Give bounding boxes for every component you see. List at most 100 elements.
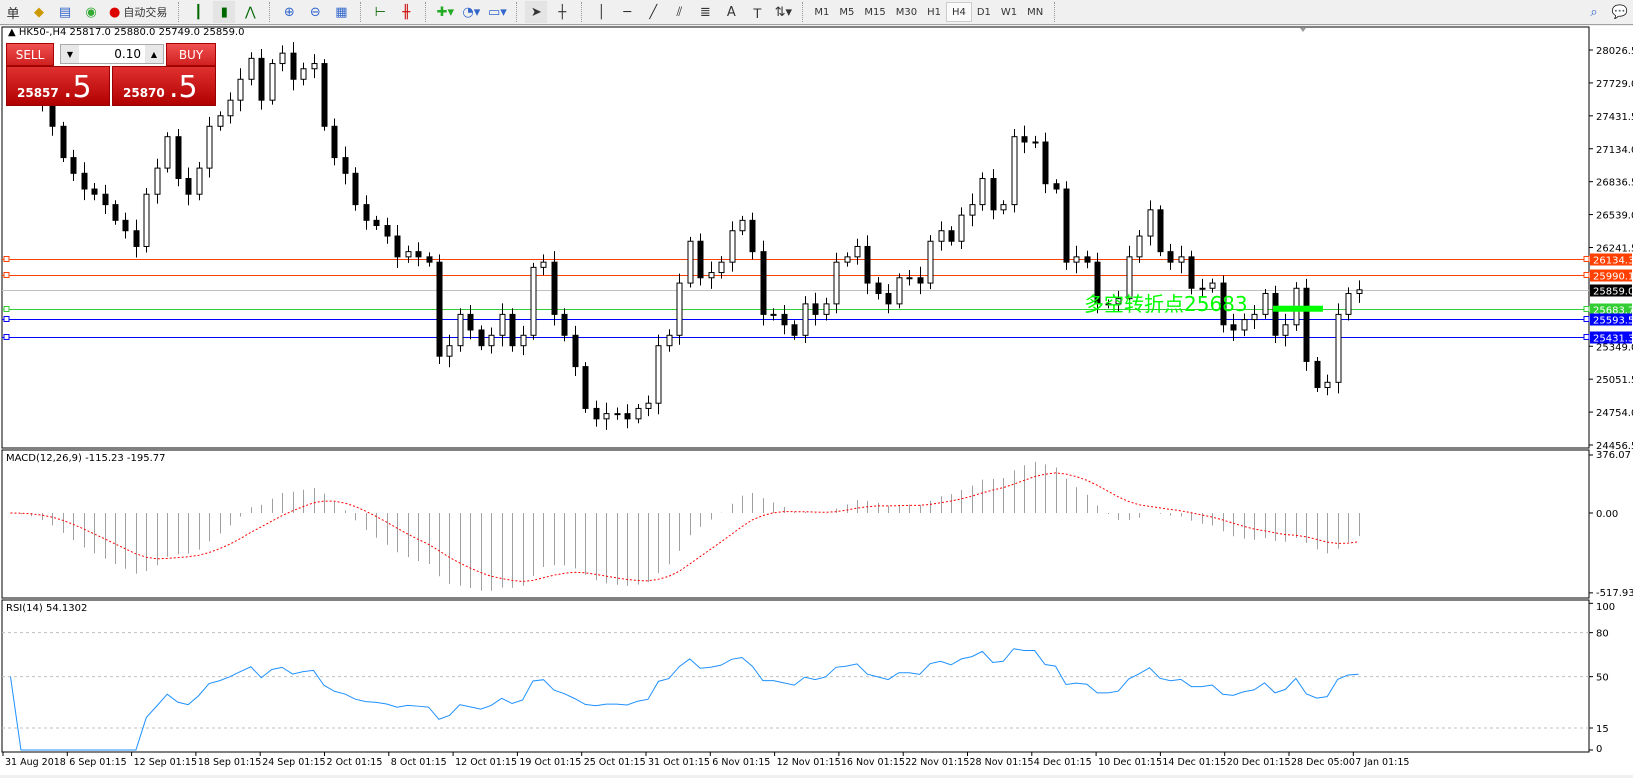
timeframe-m5[interactable]: M5 xyxy=(839,6,855,18)
templates-icon[interactable]: ▭▾ xyxy=(487,4,507,20)
timeframe-d1[interactable]: D1 xyxy=(976,6,991,18)
separator xyxy=(516,2,518,22)
separator xyxy=(269,2,271,22)
candle-bull xyxy=(1073,256,1080,263)
timeframe-h1[interactable]: H1 xyxy=(927,6,941,18)
candle-bear xyxy=(60,125,67,159)
level-handle xyxy=(3,256,10,262)
candle-bear xyxy=(885,292,892,305)
macd-axis-label: 0.00 xyxy=(1596,509,1618,520)
level-price-label: 25593.5 xyxy=(1593,316,1633,327)
chart-canvas[interactable]: 28026.5 27729.0 27431.5 27134.0 26836.5 26539… xyxy=(0,26,1633,775)
tile-windows-icon[interactable]: ▦ xyxy=(335,4,348,20)
separator xyxy=(802,2,804,22)
timeframe-w1[interactable]: W1 xyxy=(1000,6,1018,18)
time-axis-label: 19 Oct 01:15 xyxy=(519,757,581,768)
horizontal-line-icon[interactable]: ─ xyxy=(623,4,632,20)
timeframe-m15[interactable]: M15 xyxy=(864,6,886,18)
sell-price-button[interactable]: 25857 .5 xyxy=(6,66,110,106)
candle-bear xyxy=(1063,188,1070,263)
candle-bear xyxy=(81,172,88,190)
price-axis-label: 25051.5 xyxy=(1596,375,1633,386)
candle-bull xyxy=(311,63,318,70)
candle-bull xyxy=(927,240,934,284)
signal-icon[interactable]: ◉ xyxy=(85,4,97,20)
time-axis-label: 28 Dec 05:00 xyxy=(1291,757,1355,768)
candle-bear xyxy=(1230,324,1237,331)
cursor-icon[interactable]: ➤ xyxy=(525,1,548,23)
text-label-icon[interactable]: Ｔ xyxy=(750,6,764,22)
timeframe-mn[interactable]: MN xyxy=(1027,6,1044,18)
level-handle xyxy=(3,316,10,322)
trendline-icon[interactable]: ╱ xyxy=(649,4,658,20)
equidistant-channel-icon[interactable]: ⫽ xyxy=(676,4,683,20)
vertical-line-icon[interactable]: │ xyxy=(597,4,606,20)
symbol-header-text: HK50-,H4 25817.0 25880.0 25749.0 25859.0 xyxy=(18,27,245,38)
candle-bear xyxy=(258,57,265,101)
lot-input[interactable]: 0.10 xyxy=(114,47,141,61)
lot-decrease-icon[interactable]: ▼ xyxy=(61,45,79,63)
candle-bear xyxy=(122,219,129,232)
lot-stepper[interactable]: ▼ 0.10 ▲ xyxy=(60,44,164,64)
text-icon[interactable]: A xyxy=(726,4,736,20)
buy-price-button[interactable]: 25870 .5 xyxy=(112,66,216,106)
level-price-tag xyxy=(1590,284,1632,297)
toolbar-partial-label[interactable]: 单 xyxy=(6,6,20,22)
candle-bear xyxy=(290,52,297,80)
auto-trading-button[interactable]: ● 自动交易 xyxy=(106,1,170,23)
candle-bull xyxy=(655,345,662,404)
rsi-axis-label: 50 xyxy=(1596,673,1609,684)
candle-bull xyxy=(1115,298,1122,305)
candle-bull xyxy=(614,413,621,416)
candlestick-icon[interactable]: ▮ xyxy=(213,1,236,23)
lot-increase-icon[interactable]: ▲ xyxy=(145,45,163,63)
buy-price-frac: .5 xyxy=(169,70,198,105)
level-handle xyxy=(3,306,10,312)
candle-bull xyxy=(269,63,276,101)
one-click-trading-panel: SELL ▼ 0.10 ▲ BUY 25857 .5 25870 .5 xyxy=(6,43,216,107)
level-price-label: 25990.1 xyxy=(1593,272,1633,283)
buy-button[interactable]: BUY xyxy=(166,43,216,66)
autoscroll-icon[interactable]: ╫ xyxy=(402,4,411,20)
time-axis-label: 4 Dec 01:15 xyxy=(1034,757,1092,768)
navigator-icon[interactable]: ▤ xyxy=(58,4,72,20)
bar-chart-icon[interactable]: ┃ xyxy=(194,4,203,20)
macd-axis-label: 376.07 xyxy=(1596,450,1631,461)
new-order-icon[interactable]: ✚▾ xyxy=(436,4,455,20)
candle-bull xyxy=(708,272,715,279)
zoom-out-icon[interactable]: ⊖ xyxy=(309,4,321,20)
chart-window[interactable]: 28026.5 27729.0 27431.5 27134.0 26836.5 26539… xyxy=(0,26,1633,775)
line-chart-icon[interactable]: ⋀ xyxy=(245,4,256,20)
time-axis-label: 24 Sep 01:15 xyxy=(262,757,325,768)
level-price-tag xyxy=(1590,331,1632,344)
crosshair-icon[interactable]: ┼ xyxy=(558,4,567,20)
candle-bull xyxy=(237,78,244,101)
rsi-axis-label: 80 xyxy=(1596,629,1609,640)
candle-bear xyxy=(990,178,997,211)
separator xyxy=(360,2,362,22)
candle-bull xyxy=(729,230,736,263)
timeframe-m30[interactable]: M30 xyxy=(895,6,918,18)
periods-icon[interactable]: ◔▾ xyxy=(462,4,481,20)
market-watch-icon[interactable]: ◆ xyxy=(34,4,44,20)
candle-bear xyxy=(426,256,433,263)
candle-bull xyxy=(979,178,986,206)
price-axis-label: 24456.5 xyxy=(1596,441,1633,452)
zoom-in-icon[interactable]: ⊕ xyxy=(283,4,295,20)
timeframe-h4[interactable]: H4 xyxy=(945,2,972,22)
candle-bull xyxy=(499,313,506,336)
time-axis-label: 2 Oct 01:15 xyxy=(327,757,383,768)
timeframe-m1[interactable]: M1 xyxy=(814,6,830,18)
timeframe-bar: M1 M5 M15 M30 H1 H4 D1 W1 MN xyxy=(809,2,1048,22)
candle-bull xyxy=(279,52,286,65)
candle-bull xyxy=(896,277,903,305)
sell-button[interactable]: SELL xyxy=(6,43,54,66)
search-icon[interactable]: ⌕ xyxy=(1590,4,1598,20)
fibonacci-icon[interactable]: ≣ xyxy=(699,4,711,20)
price-axis-label: 26241.5 xyxy=(1596,244,1633,255)
chart-shift-icon[interactable]: ⊢ xyxy=(374,4,386,20)
candle-bull xyxy=(938,230,945,242)
arrows-icon[interactable]: ⇅▾ xyxy=(774,4,793,20)
candle-bull xyxy=(603,413,610,420)
chat-icon[interactable]: 💬 xyxy=(1611,4,1629,20)
